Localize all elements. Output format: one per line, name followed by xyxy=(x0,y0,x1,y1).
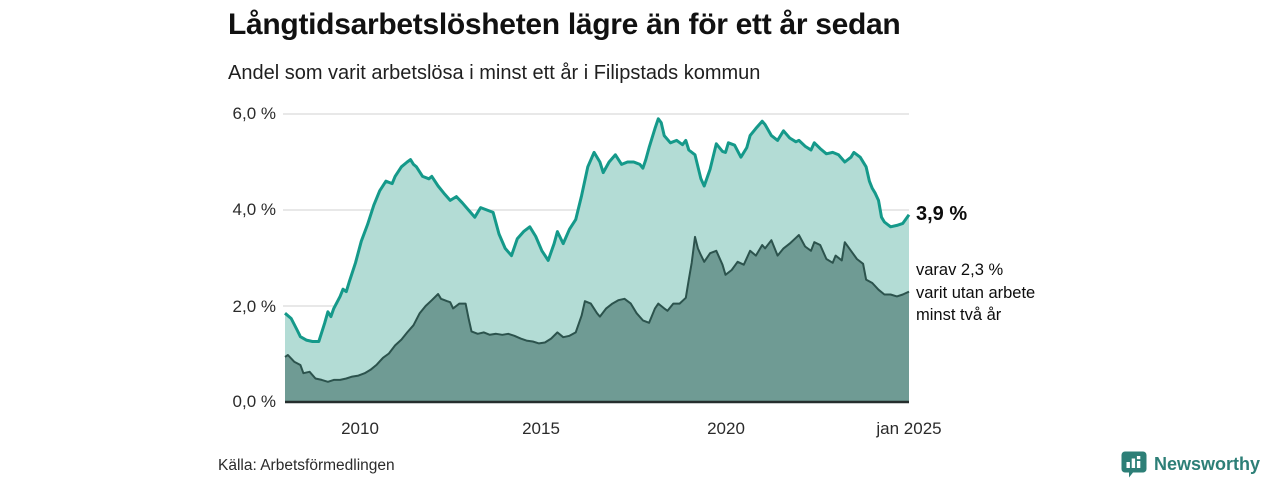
secondary-value-line2: varit utan arbete xyxy=(916,283,1036,302)
y-tick-label-4: 4,0 % xyxy=(232,200,276,219)
source-note: Källa: Arbetsförmedlingen xyxy=(218,457,395,474)
x-tick-label-jan-2025: jan 2025 xyxy=(876,419,942,438)
y-tick-label-2: 2,0 % xyxy=(232,297,276,316)
series-2-line xyxy=(284,234,910,383)
y-tick-label-0: 0,0 % xyxy=(232,392,276,411)
secondary-value-line1: varav 2,3 % xyxy=(916,261,1004,279)
y-tick-label-6: 6,0 % xyxy=(232,104,276,123)
secondary-value-line3: minst två år xyxy=(916,306,1002,324)
series-2-area xyxy=(285,235,909,402)
x-tick-label-2020: 2020 xyxy=(707,419,745,438)
bar-chart-speech-bubble-icon xyxy=(1121,451,1147,478)
branding: Newsworthy xyxy=(1121,451,1260,478)
chart-subtitle: Andel som varit arbetslösa i minst ett å… xyxy=(228,62,761,84)
x-tick-label-2015: 2015 xyxy=(522,419,560,438)
x-tick-label-2010: 2010 xyxy=(341,419,379,438)
page-title: Långtidsarbetslösheten lägre än för ett … xyxy=(228,8,901,41)
brand-name: Newsworthy xyxy=(1153,454,1260,474)
series-1-line xyxy=(284,117,911,343)
latest-value-label: 3,9 % xyxy=(916,202,968,225)
secondary-value-label: varav 2,3 % varit utan arbete minst två … xyxy=(916,259,1035,327)
